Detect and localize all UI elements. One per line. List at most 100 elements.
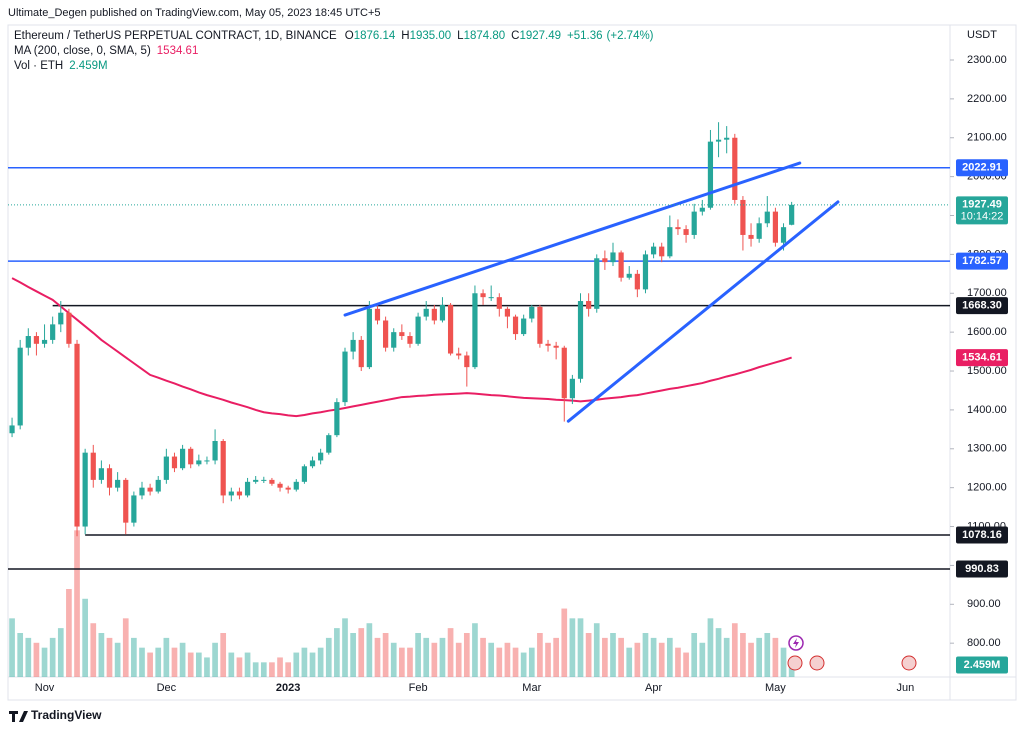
y-tick-label: 2200.00 — [967, 93, 1007, 105]
candle-body — [650, 246, 657, 255]
volume-bar — [9, 618, 15, 677]
volume-bar — [780, 647, 787, 677]
candle-body — [326, 435, 332, 453]
volume-bar — [691, 633, 698, 677]
candle-body — [261, 479, 267, 481]
candle-body — [780, 227, 787, 243]
candle-body — [50, 324, 56, 340]
candle-body — [244, 481, 251, 496]
ohlc-key: C — [511, 30, 519, 42]
candle-body — [537, 306, 543, 344]
last-price-badge — [956, 196, 1008, 225]
x-tick-label: 2023 — [276, 682, 300, 694]
volume-bar — [658, 642, 665, 677]
candle-body — [106, 468, 113, 488]
y-tick-label: 1500.00 — [967, 365, 1007, 377]
trendline — [343, 161, 802, 317]
footer-text: TradingView — [31, 708, 102, 722]
x-tick-label: Mar — [522, 682, 541, 694]
candle-body — [115, 479, 121, 488]
publisher-line: Ultimate_Degen published on TradingView.… — [8, 7, 381, 19]
candle-body — [496, 297, 502, 309]
volume-bar — [455, 642, 462, 677]
x-tick-label: Nov — [35, 682, 55, 694]
candle-body — [602, 258, 608, 263]
candle-body — [277, 483, 283, 488]
volume-bar — [285, 662, 292, 677]
ohlc-value: 1935.00 — [410, 30, 452, 42]
volume-bar — [463, 633, 470, 677]
volume-bar — [675, 647, 681, 677]
volume-bar — [171, 647, 178, 677]
volume-bar — [382, 633, 389, 677]
icon-flag[interactable] — [901, 655, 917, 671]
ohlc-key: H — [401, 30, 409, 42]
icon-flag[interactable] — [809, 655, 825, 671]
volume-bar — [610, 633, 616, 677]
candle-body — [366, 308, 372, 368]
candle-body — [569, 378, 575, 399]
volume-bar — [220, 633, 227, 677]
volume-bar — [553, 637, 559, 677]
volume-bar — [634, 642, 641, 677]
candle-body — [431, 308, 437, 321]
volume-bar — [423, 637, 430, 677]
icon-flag[interactable] — [787, 655, 803, 671]
volume-bar — [407, 647, 413, 677]
candle-body — [196, 460, 202, 465]
candle-body — [683, 229, 689, 235]
volume-bar — [748, 642, 754, 677]
volume-bar — [342, 618, 348, 677]
volume-bar — [480, 637, 486, 677]
volume-bar — [212, 642, 218, 677]
y-tick-label: 1300.00 — [967, 443, 1007, 455]
ohlc-value: 1876.14 — [354, 30, 396, 42]
volume-bar — [431, 642, 438, 677]
volume-bar — [252, 662, 259, 677]
candle-body — [171, 456, 178, 469]
candle-body — [131, 495, 137, 523]
volume-bar — [512, 647, 519, 677]
level-label: 1668.30 — [962, 299, 1002, 311]
candle-body — [66, 312, 72, 344]
candle-body — [699, 207, 705, 212]
volume-bar — [390, 642, 397, 677]
volume-bar — [57, 628, 64, 677]
candle-body — [204, 460, 210, 462]
ohlc-key: L — [457, 30, 464, 42]
candle-body — [512, 316, 519, 335]
candle-body — [634, 273, 640, 290]
legend-title: Ethereum / TetherUS PERPETUAL CONTRACT, … — [14, 30, 337, 42]
y-tick-label: 2300.00 — [967, 54, 1007, 66]
candle-body — [456, 353, 462, 356]
candle-body — [715, 139, 722, 142]
candle-body — [464, 355, 470, 368]
volume-bar — [496, 647, 503, 677]
candle-body — [269, 479, 275, 484]
candle-body — [553, 345, 559, 348]
plot-area — [8, 122, 950, 677]
candle-body — [374, 308, 381, 321]
volume-bar — [334, 628, 340, 677]
volume-bar — [131, 637, 137, 677]
candle-body — [748, 234, 754, 239]
volume-bar — [723, 637, 730, 677]
volume-bar — [269, 662, 275, 677]
candle-body — [220, 441, 226, 496]
chart-frame — [7, 24, 1017, 701]
candle-body — [334, 402, 340, 436]
volume-bar — [98, 633, 105, 677]
axes: 800.00900.001000.001100.001200.001300.00… — [35, 54, 1008, 694]
volume-bar — [82, 598, 88, 677]
icon-lightning-glyph — [793, 638, 799, 648]
volume-bar — [301, 647, 308, 677]
candle-body — [691, 211, 697, 235]
candle-body — [139, 487, 145, 496]
candle-body — [17, 347, 23, 426]
ohlc-value: 1927.49 — [519, 30, 561, 42]
volume-bar — [618, 637, 624, 677]
candle-body — [123, 479, 129, 523]
volume-bar — [683, 652, 689, 677]
candle-body — [58, 312, 64, 325]
candle-body — [391, 332, 397, 348]
